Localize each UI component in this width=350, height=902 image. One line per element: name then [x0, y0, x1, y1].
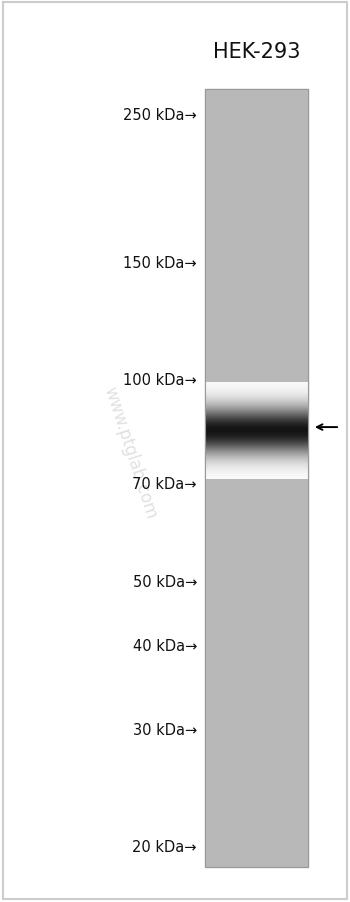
Text: 250 kDa→: 250 kDa→ — [123, 107, 197, 123]
Text: HEK-293: HEK-293 — [213, 42, 300, 62]
Text: 50 kDa→: 50 kDa→ — [133, 574, 197, 589]
Text: 40 kDa→: 40 kDa→ — [133, 639, 197, 654]
Bar — [205, 90, 308, 867]
Text: 20 kDa→: 20 kDa→ — [133, 840, 197, 854]
Text: 150 kDa→: 150 kDa→ — [123, 255, 197, 271]
Text: 70 kDa→: 70 kDa→ — [133, 476, 197, 492]
Text: 30 kDa→: 30 kDa→ — [133, 722, 197, 737]
Text: www.ptglab.com: www.ptglab.com — [100, 384, 160, 520]
Bar — [205, 90, 308, 867]
Text: 100 kDa→: 100 kDa→ — [123, 373, 197, 388]
